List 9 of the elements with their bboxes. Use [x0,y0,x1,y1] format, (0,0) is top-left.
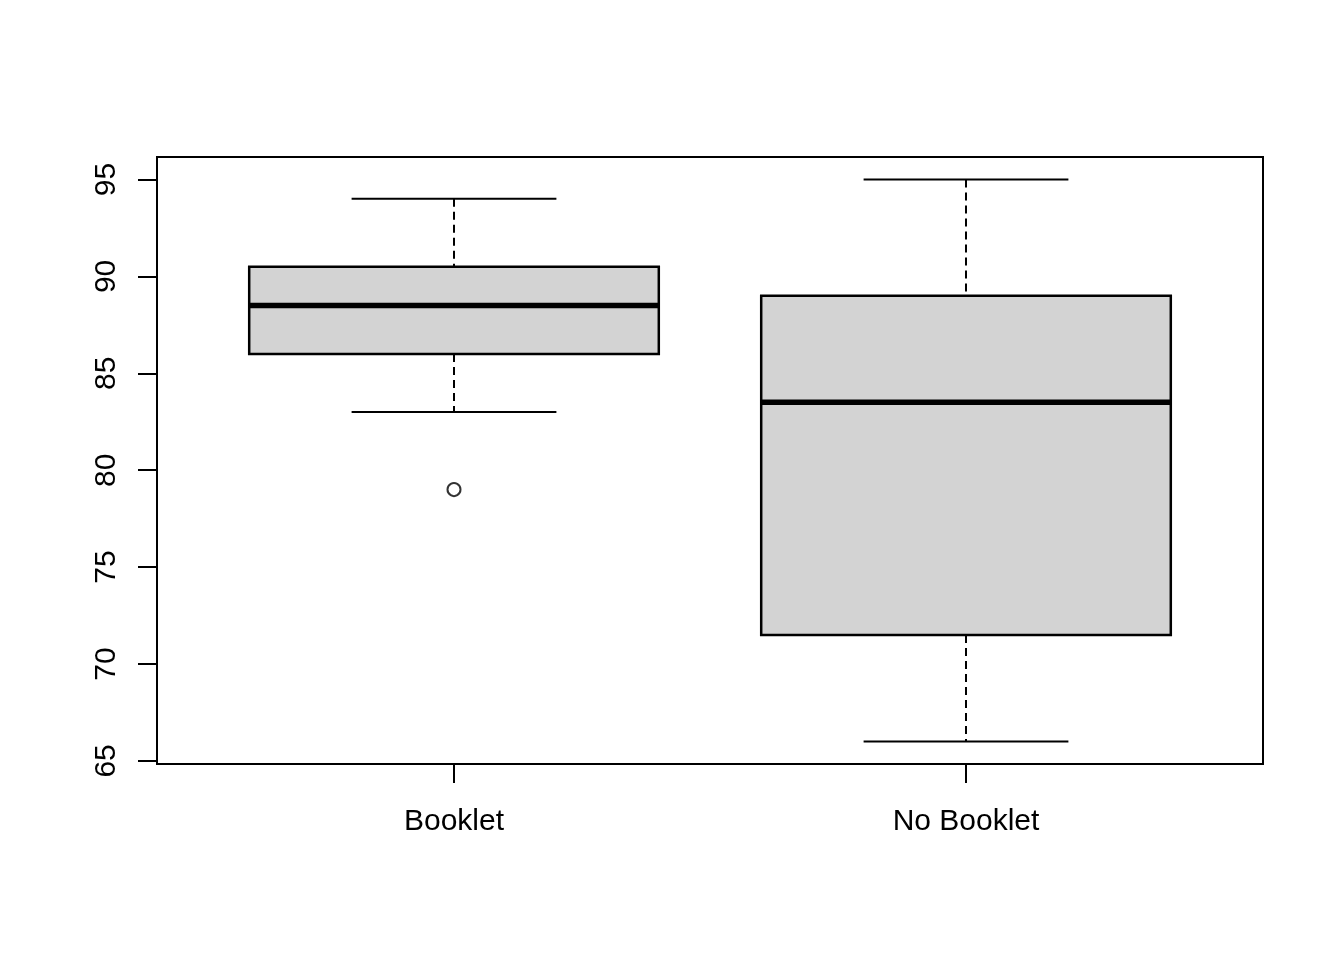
x-tick-label: No Booklet [892,802,1041,836]
y-tick-label: 85 [87,356,121,390]
y-tick-label: 90 [87,259,121,294]
x-tick-label: Booklet [403,802,505,836]
y-tick-label: 70 [87,647,121,681]
y-tick-label: 80 [87,453,121,487]
y-tick-label: 65 [87,744,121,778]
y-tick-label: 95 [87,162,121,197]
y-tick-label: 75 [87,550,121,584]
